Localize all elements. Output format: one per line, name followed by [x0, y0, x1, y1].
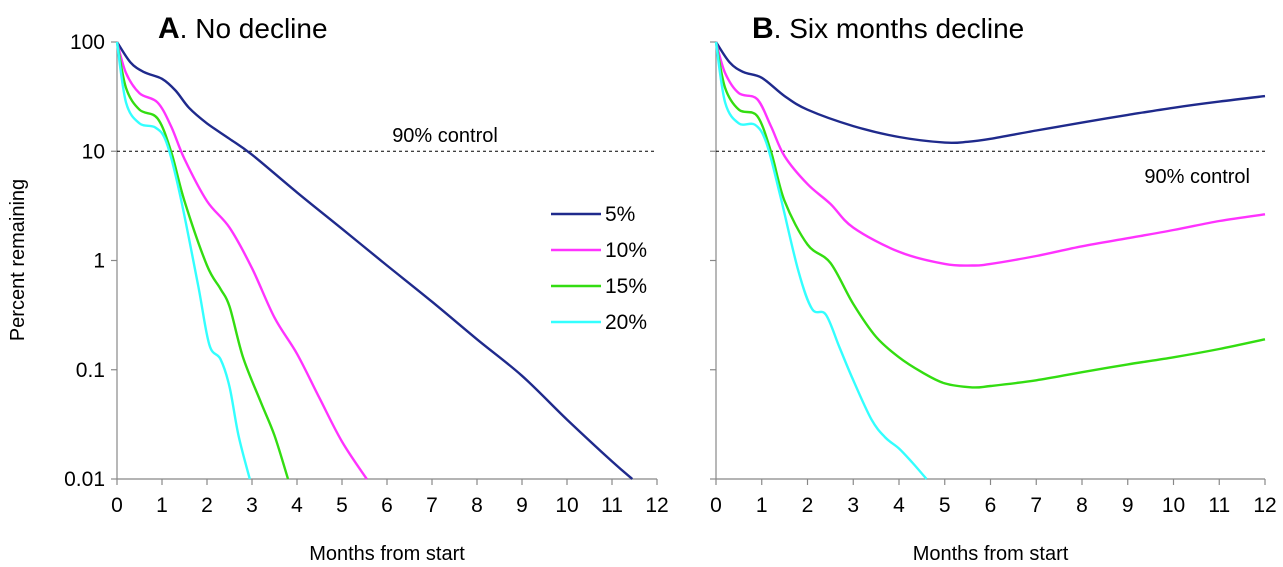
panel-a-x-tick-label: 10: [555, 494, 578, 517]
panel-a-series-15pct: [115, 41, 290, 480]
panel-b-x-tick-label: 12: [1253, 494, 1276, 517]
panel-a-series-10pct: [115, 41, 368, 480]
panel-a-title-text: . No decline: [180, 13, 328, 44]
panel-b-x-tick-label: 4: [893, 494, 905, 517]
y-axis-label: Percent remaining: [7, 179, 29, 341]
legend-label-10pct: 10%: [605, 239, 647, 262]
panel-a-x-tick-label: 4: [291, 494, 303, 517]
panel-a-x-tick-label: 2: [201, 494, 213, 517]
panel-a-x-tick-label: 7: [426, 494, 438, 517]
panel-a-x-tick-label: 9: [516, 494, 528, 517]
panel-b-letter: B: [752, 12, 774, 45]
panel-b-title: B. Six months decline: [752, 12, 1024, 45]
panel-a-control-label: 90% control: [392, 125, 498, 147]
panel-b-series-5pct: [714, 41, 1266, 145]
legend-label-20pct: 20%: [605, 311, 647, 334]
panel-a-title: A. No decline: [158, 12, 328, 45]
panel-b-x-tick-label: 0: [710, 494, 722, 517]
panel-b-control-label: 90% control: [1144, 166, 1250, 188]
panel-b-x-tick-label: 8: [1076, 494, 1088, 517]
panel-a-x-tick-label: 5: [336, 494, 348, 517]
panel-b-x-tick-label: 2: [802, 494, 814, 517]
y-tick-label: 0.1: [76, 359, 105, 382]
panel-b-series-10pct: [714, 41, 1266, 267]
panel-b-x-tick-label: 11: [1208, 494, 1230, 517]
legend-label-15pct: 15%: [605, 275, 647, 298]
y-tick-label: 0.01: [64, 468, 105, 491]
panel-a-series-20pct: [115, 41, 251, 480]
panel-b-series-20pct: [714, 41, 928, 480]
panel-b-x-tick-label: 3: [847, 494, 859, 517]
y-tick-label: 10: [82, 140, 105, 163]
y-tick-label: 100: [70, 31, 105, 54]
panel-b-x-tick-label: 10: [1162, 494, 1185, 517]
panel-b-x-tick-label: 6: [985, 494, 997, 517]
panel-a-x-tick-label: 0: [111, 494, 123, 517]
panel-a-letter: A: [158, 12, 180, 45]
y-tick-label: 1: [93, 250, 105, 273]
panel-b-x-tick-label: 5: [939, 494, 951, 517]
panel-a-x-tick-label: 11: [601, 494, 623, 517]
legend-label-5pct: 5%: [605, 203, 635, 226]
panel-a-x-tick-label: 12: [645, 494, 668, 517]
panel-b-series-15pct: [714, 41, 1266, 389]
panel-b-x-tick-label: 1: [756, 494, 768, 517]
panel-b-x-tick-label: 9: [1122, 494, 1134, 517]
panel-b-x-tick-label: 7: [1030, 494, 1042, 517]
panel-b-title-text: . Six months decline: [774, 13, 1025, 44]
panel-a-x-tick-label: 8: [471, 494, 483, 517]
panel-a-x-tick-label: 6: [381, 494, 393, 517]
panel-a-x-tick-label: 1: [156, 494, 168, 517]
panel-a-series-5pct: [115, 41, 634, 480]
panel-b-x-axis-label: Months from start: [913, 543, 1069, 565]
panel-a-x-tick-label: 3: [246, 494, 258, 517]
panel-a-x-axis-label: Months from start: [309, 543, 465, 565]
